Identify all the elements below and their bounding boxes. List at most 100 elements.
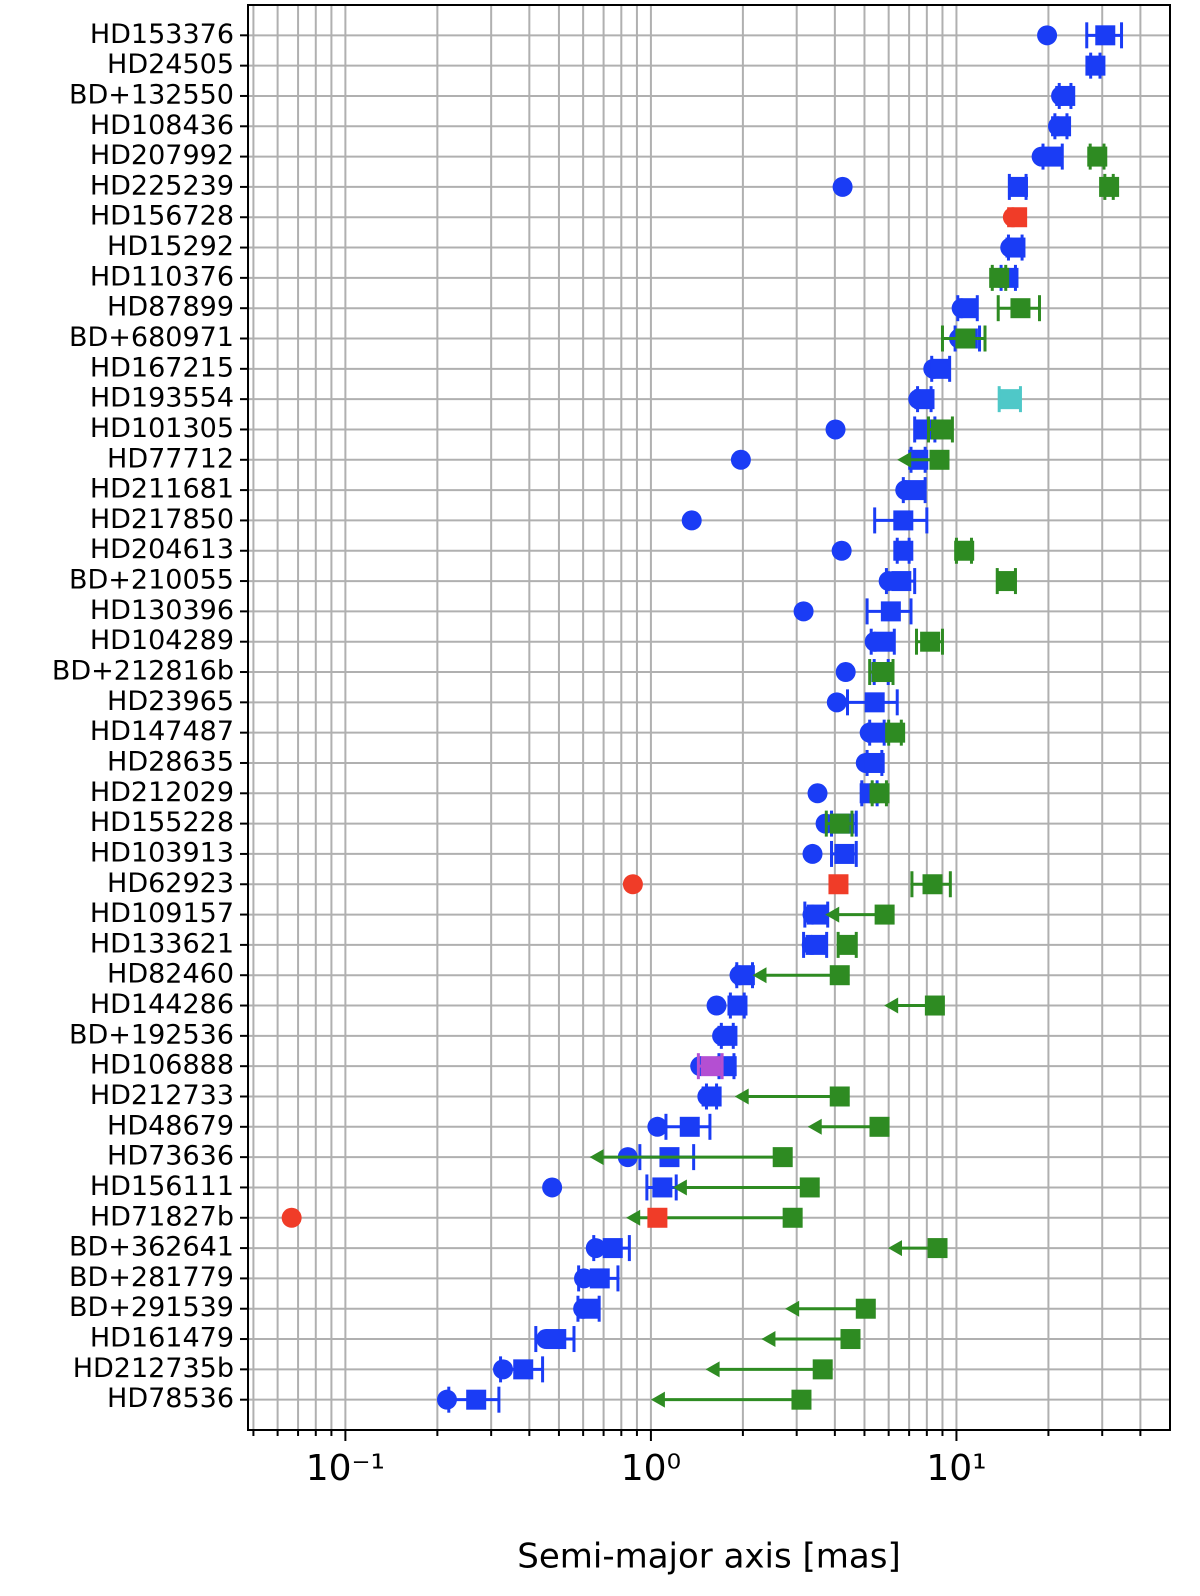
point: [1042, 146, 1063, 167]
point: [1085, 55, 1106, 76]
arrow-head: [650, 1391, 665, 1408]
point: [930, 358, 951, 379]
series: [997, 386, 1022, 413]
point: [602, 1238, 623, 1259]
y-tick-label: HD147487: [90, 716, 234, 747]
point: [929, 449, 950, 470]
point: [867, 722, 888, 743]
point: [955, 328, 976, 349]
y-tick-label: BD+132550: [69, 79, 234, 110]
point: [793, 601, 814, 622]
point: [1095, 25, 1116, 46]
y-tick-label: HD212029: [90, 777, 234, 808]
point: [922, 874, 943, 895]
point: [681, 510, 702, 531]
point: [957, 298, 978, 319]
y-tick-label: HD156111: [90, 1171, 234, 1202]
plot-frame: [247, 4, 1171, 1431]
y-tick-label: HD133621: [90, 928, 234, 959]
point: [873, 631, 894, 652]
point: [706, 995, 727, 1016]
point: [578, 1298, 599, 1319]
y-tick-label: HD87899: [107, 292, 234, 323]
point: [647, 1207, 668, 1228]
point: [717, 1025, 738, 1046]
point: [782, 1207, 803, 1228]
y-tick-label: HD153376: [90, 19, 234, 50]
point: [831, 540, 852, 561]
y-tick-label: HD78536: [107, 1383, 234, 1414]
arrow-head: [672, 1179, 687, 1196]
point: [954, 540, 975, 561]
point: [825, 419, 846, 440]
point: [546, 1329, 567, 1350]
y-tick-label: HD73636: [107, 1141, 234, 1172]
point: [989, 267, 1010, 288]
y-tick-label: BD+210055: [69, 565, 234, 596]
point: [1007, 176, 1028, 197]
point: [727, 995, 748, 1016]
x-axis-label: Semi-major axis [mas]: [517, 1537, 900, 1577]
point: [622, 874, 643, 895]
arrow-head: [897, 451, 912, 468]
y-tick-label: HD110376: [90, 261, 234, 292]
y-tick-label: HD155228: [90, 807, 234, 838]
point: [834, 843, 855, 864]
point: [869, 1116, 890, 1137]
arrow-head: [626, 1209, 641, 1226]
point: [885, 722, 906, 743]
y-tick-label: HD212735b: [73, 1353, 234, 1384]
point: [589, 1268, 610, 1289]
y-tick-label: BD+291539: [69, 1292, 234, 1323]
y-tick-label: HD207992: [90, 140, 234, 171]
point: [730, 449, 751, 470]
y-tick-label: HD106888: [90, 1050, 234, 1081]
point: [904, 480, 925, 501]
point: [869, 783, 890, 804]
arrow-head: [825, 906, 840, 923]
y-tick-label: HD71827b: [90, 1201, 234, 1232]
y-tick-label: HD109157: [90, 898, 234, 929]
y-tick-label: HD103913: [90, 837, 234, 868]
y-tick-label: HD217850: [90, 504, 234, 535]
x-tick-label: 10⁰: [621, 1448, 681, 1489]
y-tick-label: HD161479: [90, 1323, 234, 1354]
point: [1000, 389, 1021, 410]
y-tick-label: HD48679: [107, 1110, 234, 1141]
point: [874, 904, 895, 925]
point: [927, 1238, 948, 1259]
point: [805, 934, 826, 955]
y-tick-label: BD+362641: [69, 1232, 234, 1263]
point: [1099, 176, 1120, 197]
arrow-head: [785, 1300, 800, 1317]
point: [837, 934, 858, 955]
arrow-head: [752, 967, 767, 984]
y-tick-label: BD+212816b: [52, 656, 234, 687]
point: [826, 692, 847, 713]
point: [679, 1116, 700, 1137]
point: [924, 995, 945, 1016]
y-tick-label: HD24505: [107, 49, 234, 80]
point: [1055, 85, 1076, 106]
point: [701, 1086, 722, 1107]
arrow-head: [761, 1331, 776, 1348]
point: [880, 601, 901, 622]
point: [864, 752, 885, 773]
arrow-head: [589, 1149, 604, 1166]
point: [829, 1086, 850, 1107]
point: [652, 1177, 673, 1198]
y-tick-label: HD212733: [90, 1080, 234, 1111]
y-tick-label: HD156728: [90, 201, 234, 232]
point: [1010, 298, 1031, 319]
point: [436, 1389, 457, 1410]
point: [871, 662, 892, 683]
point: [893, 540, 914, 561]
point: [281, 1207, 302, 1228]
arrow-head: [705, 1361, 720, 1378]
y-tick-label: HD108436: [90, 110, 234, 141]
series: [447, 22, 1124, 1413]
series: [696, 1053, 724, 1080]
point: [1007, 207, 1028, 228]
